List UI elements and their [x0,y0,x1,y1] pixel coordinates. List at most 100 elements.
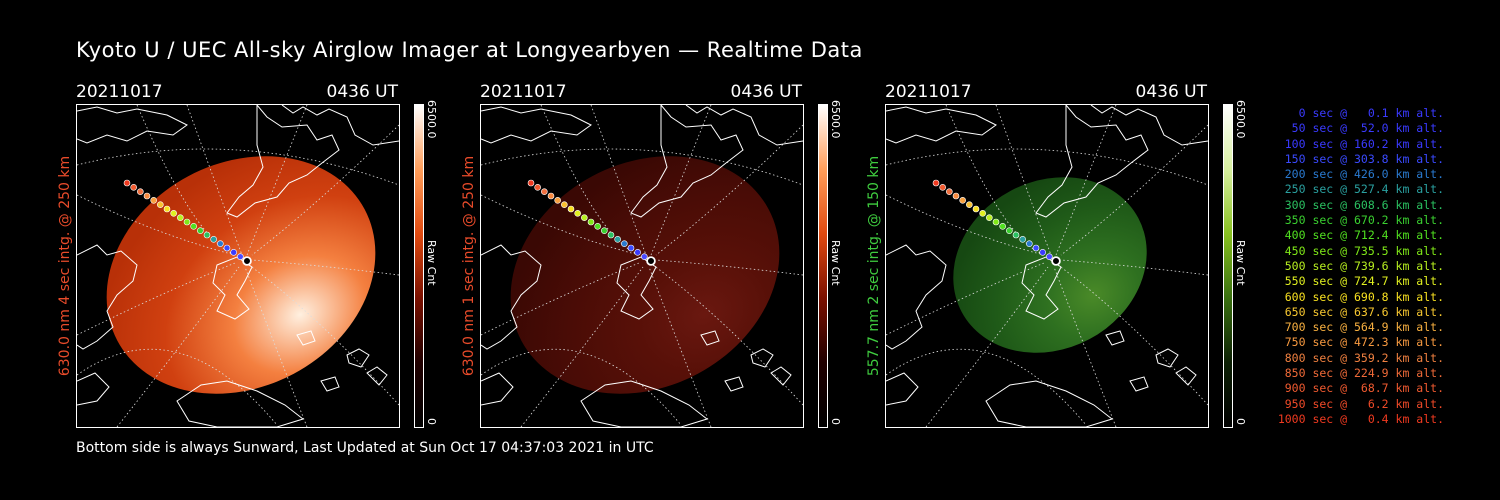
coastline [281,105,399,146]
legend-row: 250 sec @ 527.4 km alt. [1284,182,1444,197]
graticule-line [995,105,1052,256]
graticule-line [1055,105,1117,256]
graticule-line [886,194,1045,256]
panel-630-4sec: 20211017 0436 UT 6500.0 Raw Cnt 0 630.0 … [57,80,476,440]
station-marker [647,257,655,265]
panel-time: 0436 UT [1135,82,1208,102]
trajectory-legend: 0 sec @ 0.1 km alt. 50 sec @ 52.0 km alt.… [1262,106,1444,427]
legend-row: 300 sec @ 608.6 km alt. [1284,197,1444,212]
trajectory-point [177,214,184,221]
airglow-region [510,156,780,394]
trajectory-point [594,223,601,230]
trajectory-point [183,218,191,226]
legend-row: 200 sec @ 426.0 km alt. [1284,167,1444,182]
graticule-line [652,264,803,406]
trajectory-point [1046,253,1053,260]
legend-row: 750 sec @ 472.3 km alt. [1284,335,1444,350]
wavelength-label: 630.0 nm 4 sec intg. @ 250 km [57,155,73,377]
graticule-line [244,266,308,427]
trajectory-point [587,218,595,226]
coastline [77,106,188,144]
trajectory-point [203,231,211,239]
coastline [724,376,744,392]
panel-time: 0436 UT [326,82,399,102]
coastline [1155,348,1179,368]
graticule-line [1053,266,1117,427]
coastline [346,348,370,368]
legend-row: 950 sec @ 6.2 km alt. [1284,396,1444,411]
legend-row: 550 sec @ 724.7 km alt. [1284,274,1444,289]
trajectory-point [1026,240,1033,247]
graticule-line [1060,259,1208,276]
colorbar-unit-label: Raw Cnt [425,240,438,286]
station-marker [243,257,251,265]
graticule-line [481,194,640,256]
coastline [176,380,305,427]
allsky-image [480,104,804,428]
legend-row: 1000 sec @ 0.4 km alt. [1277,411,1444,426]
allsky-image [885,104,1209,428]
colorbar-max-label: 6500.0 [829,100,842,139]
trajectory-point [634,249,641,256]
trajectory-point [952,192,960,200]
coastline [630,105,744,218]
trajectory-point [581,214,588,221]
colorbar [1223,104,1233,428]
trajectory-point [230,249,237,256]
coastline [77,244,138,350]
trajectory-point [123,179,131,187]
coastline [296,330,316,346]
legend-row: 100 sec @ 160.2 km alt. [1284,136,1444,151]
trajectory-point [554,197,561,204]
allsky-image [76,104,400,428]
graticule-line [77,348,278,426]
coastline [77,372,110,406]
coastline [985,380,1114,427]
trajectory-point [1006,227,1013,234]
page-title: Kyoto U / UEC All-sky Airglow Imager at … [76,38,863,62]
trajectory-point [541,188,548,195]
trajectory-point [217,240,224,247]
wavelength-label: 630.0 nm 1 sec intg. @ 250 km [461,155,477,377]
graticule-line [648,266,712,427]
legend-row: 800 sec @ 359.2 km alt. [1284,350,1444,365]
coastline [481,372,514,406]
trajectory-point [1012,231,1020,239]
trajectory-point [150,197,157,204]
trajectory-point [986,214,993,221]
coastline [886,106,997,144]
airglow-region [106,156,376,394]
coastline [1175,366,1197,386]
trajectory-point [190,223,197,230]
trajectory-point [999,223,1006,230]
graticule-line [246,105,308,256]
panel-time: 0436 UT [730,82,803,102]
coastline [366,366,388,386]
trajectory-point [992,218,1000,226]
coastline [685,105,803,146]
trajectory-point [210,236,217,243]
trajectory-point [1039,249,1046,256]
graticule-line [481,262,640,336]
panel-date: 20211017 [480,82,567,102]
trajectory-point [170,210,177,217]
panel-date: 20211017 [76,82,163,102]
graticule-line [77,194,236,256]
legend-row: 600 sec @ 690.8 km alt. [1284,289,1444,304]
legend-row: 450 sec @ 735.5 km alt. [1284,243,1444,258]
colorbar-min-label: 0 [425,418,438,425]
graticule-line [248,264,399,406]
coastline [1090,105,1208,146]
trajectory-point [946,188,953,195]
trajectory-point [163,205,171,213]
coastline [481,106,592,144]
coastline [886,244,947,350]
panel-date: 20211017 [885,82,972,102]
legend-row: 650 sec @ 637.6 km alt. [1284,304,1444,319]
station-marker [1052,257,1060,265]
coastline [580,380,709,427]
trajectory-point [627,244,635,252]
trajectory-point [959,197,966,204]
colorbar-unit-label: Raw Cnt [829,240,842,286]
trajectory-point [614,236,621,243]
